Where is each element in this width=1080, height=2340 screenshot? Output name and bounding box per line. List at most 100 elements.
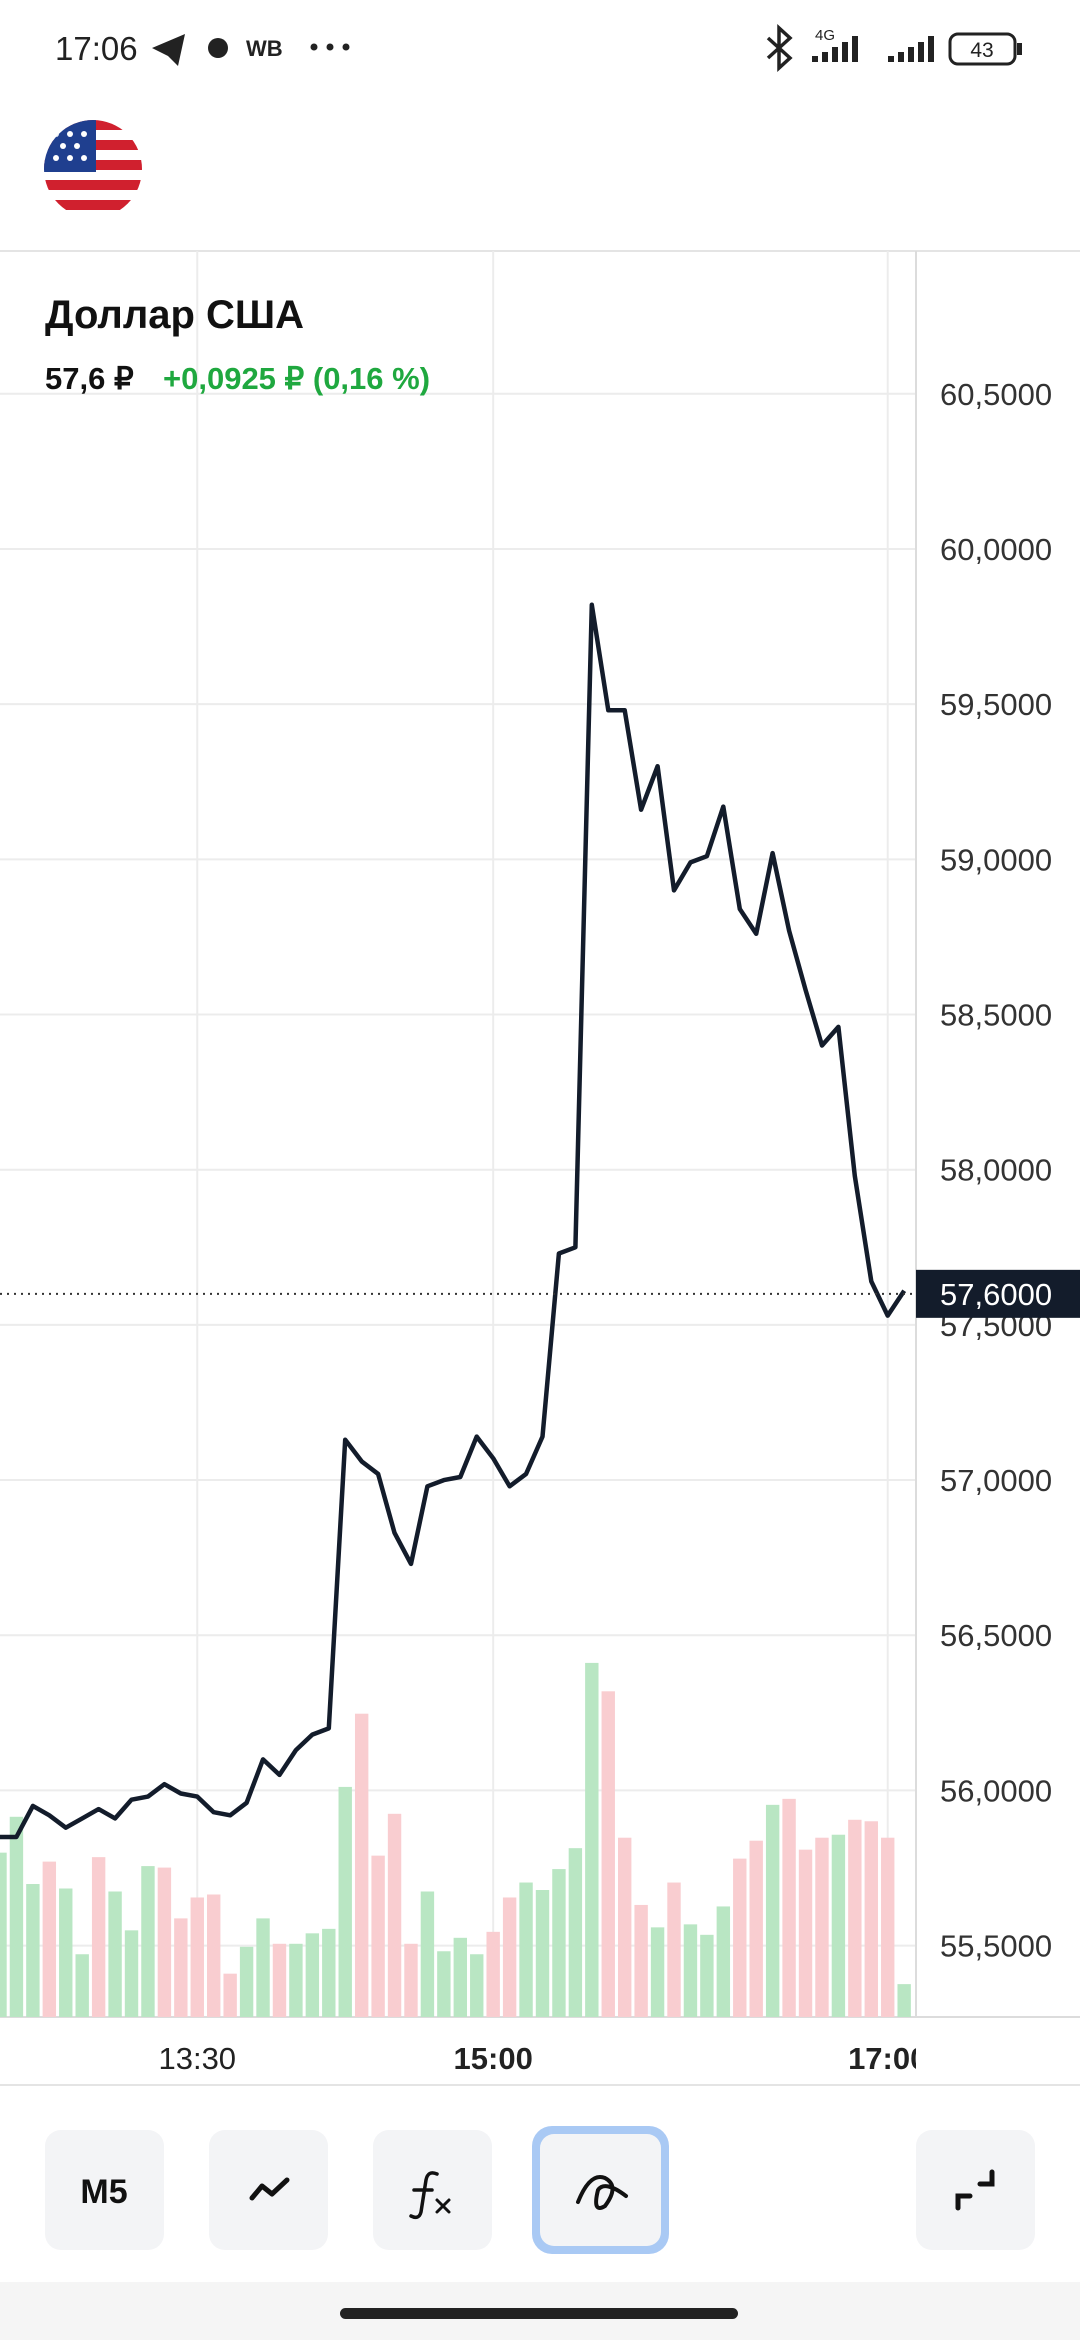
current-price-box <box>916 1269 1080 1318</box>
indicators-icon-x <box>435 2198 451 2214</box>
app-icon <box>208 38 228 58</box>
x-tick-label: 15:00 <box>454 2041 533 2076</box>
volume-bars <box>0 1662 911 2017</box>
volume-bar <box>453 1937 468 2017</box>
telegram-icon <box>152 34 185 66</box>
volume-bar <box>815 1837 829 2017</box>
volume-bar <box>502 1897 517 2017</box>
draw-icon <box>576 2175 628 2210</box>
price-line <box>0 602 907 1840</box>
volume-bar <box>519 1882 533 2017</box>
volume-bar <box>75 1954 89 2017</box>
status-bar: 17:06 WB 4G 43 <box>55 24 1022 72</box>
volume-bar <box>864 1821 878 2017</box>
volume-bar <box>897 1984 911 2017</box>
volume-bar <box>108 1891 122 2017</box>
y-tick-label: 56,0000 <box>940 1773 1052 1808</box>
volume-bar <box>91 1857 106 2017</box>
volume-bar <box>59 1888 73 2017</box>
chart-type-icon <box>249 2177 290 2201</box>
volume-bar <box>683 1924 698 2017</box>
volume-bar <box>272 1943 287 2017</box>
y-tick-label: 57,0000 <box>940 1463 1052 1498</box>
toolbar: M5 <box>45 2126 1035 2254</box>
volume-bar <box>0 1852 7 2017</box>
volume-bar <box>124 1930 139 2017</box>
current-price-label: 57,6000 <box>940 1277 1052 1312</box>
volume-bar <box>667 1882 681 2017</box>
volume-bar <box>322 1928 336 2017</box>
y-tick-label: 58,5000 <box>940 998 1052 1033</box>
status-time: 17:06 <box>55 30 138 67</box>
indicators-icon <box>409 2171 439 2220</box>
x-tick-label: 13:30 <box>158 2041 236 2076</box>
signal-icon <box>812 36 934 62</box>
price-line-group <box>0 602 907 1840</box>
y-axis: 55,500056,000056,500057,000057,500058,00… <box>940 377 1052 1964</box>
grid <box>0 251 1080 2018</box>
current-price: 57,6000 <box>0 1269 1080 1318</box>
volume-bar <box>535 1890 550 2017</box>
us-flag[interactable] <box>44 120 142 218</box>
volume-bar <box>42 1861 57 2017</box>
volume-bar <box>157 1867 172 2017</box>
volume-bar <box>733 1858 747 2017</box>
volume-bar <box>749 1840 763 2017</box>
volume-bar <box>634 1904 648 2017</box>
interval-label: M5 <box>80 2173 127 2211</box>
volume-bar <box>239 1946 254 2017</box>
volume-bar <box>486 1931 500 2017</box>
home-indicator[interactable] <box>340 2308 738 2319</box>
y-tick-label: 56,5000 <box>940 1618 1052 1653</box>
volume-bar <box>585 1662 599 2017</box>
volume-bar <box>289 1943 303 2017</box>
collapse-button[interactable] <box>916 2130 1035 2250</box>
volume-bar <box>617 1837 632 2017</box>
volume-bar <box>256 1918 270 2017</box>
volume-bar <box>552 1869 566 2017</box>
y-tick-label: 60,5000 <box>940 377 1052 412</box>
volume-bar <box>765 1804 780 2017</box>
y-tick-label: 55,5000 <box>940 1929 1052 1964</box>
volume-bar <box>371 1855 385 2017</box>
volume-bar <box>831 1834 846 2017</box>
interval-button[interactable] <box>45 2130 164 2250</box>
battery-tip <box>1017 43 1022 55</box>
instrument-title: Доллар США <box>45 293 304 337</box>
battery-icon <box>948 32 1017 66</box>
volume-bar <box>9 1816 24 2017</box>
volume-bar <box>223 1973 237 2017</box>
volume-bar <box>798 1849 813 2017</box>
volume-bar <box>782 1798 796 2017</box>
volume-bar <box>190 1897 204 2017</box>
volume-bar <box>881 1837 895 2017</box>
volume-bar <box>601 1691 615 2017</box>
volume-bar <box>437 1951 451 2017</box>
instrument-change: +0,0925 ₽ (0,16 %) <box>163 361 430 396</box>
y-tick-label: 60,0000 <box>940 532 1052 567</box>
volume-bar <box>387 1813 402 2017</box>
volume-bar <box>700 1934 714 2017</box>
bluetooth-icon <box>766 24 793 72</box>
battery-level: 43 <box>970 39 993 62</box>
volume-bar <box>141 1866 155 2017</box>
x-axis: 13:30 15:00 17:00 <box>158 2041 916 2076</box>
y-tick-label: 58,0000 <box>940 1153 1052 1188</box>
volume-bar <box>716 1906 731 2017</box>
volume-bar <box>354 1713 369 2017</box>
volume-bar <box>305 1933 320 2017</box>
status-carrier: WB <box>246 36 283 61</box>
volume-bar <box>650 1927 665 2017</box>
volume-bar <box>26 1884 40 2017</box>
volume-bar <box>404 1943 418 2017</box>
more-icon <box>310 43 350 51</box>
instrument-price: 57,6 ₽ <box>45 361 134 396</box>
volume-bar <box>338 1786 352 2017</box>
volume-bar <box>568 1848 583 2017</box>
volume-bar <box>848 1819 862 2017</box>
volume-bar <box>207 1894 221 2017</box>
y-tick-label: 59,0000 <box>940 842 1052 877</box>
volume-bar <box>470 1954 484 2017</box>
